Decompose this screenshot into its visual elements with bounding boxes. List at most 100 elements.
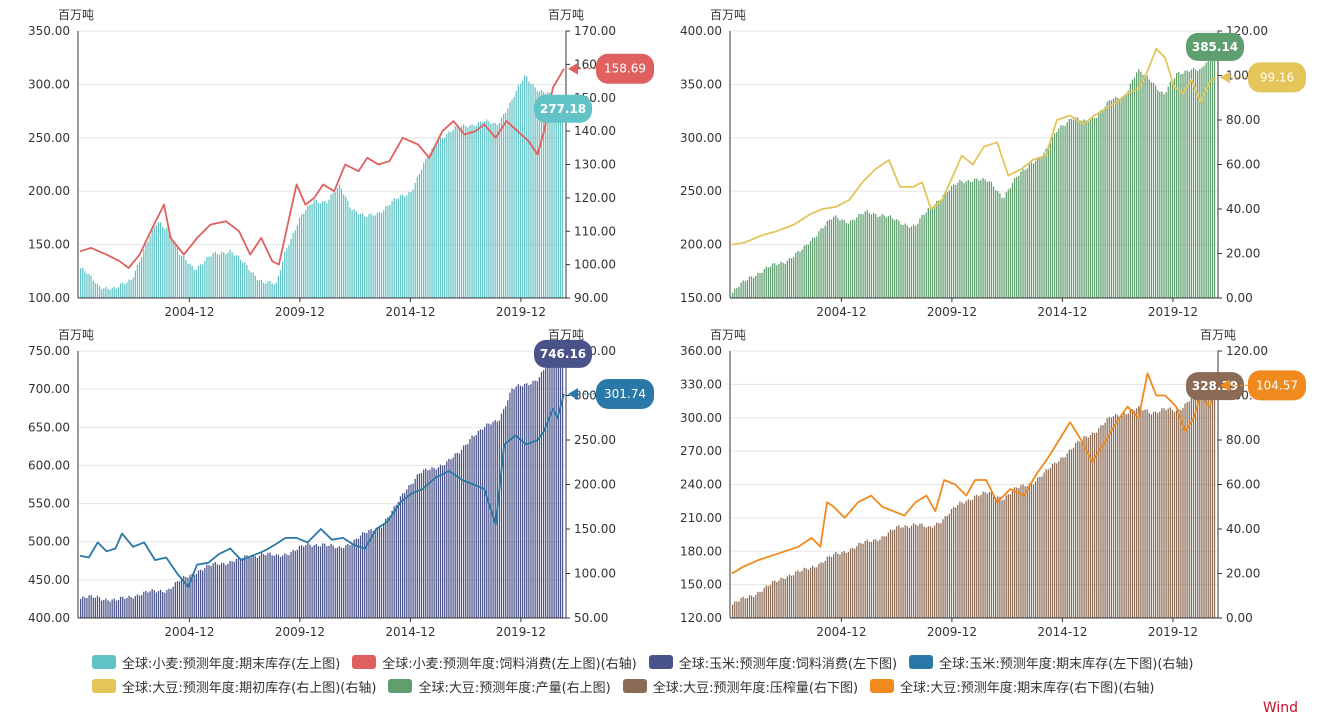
bar: [149, 591, 151, 618]
bar: [82, 267, 84, 298]
legend-item[interactable]: 全球:大豆:预测年度:压榨量(右下图): [622, 674, 858, 698]
bar: [769, 266, 772, 298]
bar: [515, 90, 517, 298]
bar: [309, 204, 311, 298]
bar: [902, 224, 904, 298]
bar: [1203, 66, 1205, 299]
bar: [1114, 96, 1117, 298]
bar: [326, 203, 328, 298]
legend-item[interactable]: 全球:小麦:预测年度:期末库存(左上图): [92, 650, 340, 674]
bar: [277, 275, 280, 298]
bar: [366, 532, 368, 618]
chart-panel-top-left: 350.00 300.00 250.00 200.00 150.00 100.00 170.…: [28, 8, 654, 319]
bar: [769, 584, 772, 618]
chart-panel-bottom-right: 360.00 330.00 300.00 270.00 240.00 210.00 180.…: [680, 328, 1306, 639]
bar: [1167, 408, 1169, 618]
bar: [252, 555, 254, 618]
bar: [401, 493, 404, 618]
bar: [416, 176, 418, 298]
bar: [359, 535, 362, 618]
bar: [917, 223, 919, 298]
bar: [1182, 407, 1184, 618]
bar: [1169, 81, 1171, 299]
bar: [1121, 96, 1123, 298]
bar-callout-value: 385.14: [1192, 40, 1238, 54]
legend-item[interactable]: 全球:大豆:预测年度:期初库存(右上图)(右轴): [92, 674, 376, 698]
bar: [969, 181, 972, 298]
bar: [246, 265, 248, 298]
y-left-tick-label: 250.00: [28, 131, 70, 145]
bar: [1131, 79, 1134, 298]
bar: [807, 569, 810, 618]
bar: [1098, 428, 1100, 618]
bar: [967, 180, 969, 298]
bar: [1123, 95, 1125, 298]
bar: [505, 406, 507, 618]
bar: [837, 218, 839, 298]
bar: [1001, 500, 1003, 618]
bar: [132, 277, 134, 298]
y-left-tick-label: 300.00: [680, 411, 722, 425]
bar: [374, 530, 376, 618]
bar: [313, 200, 315, 298]
legend-item[interactable]: 全球:玉米:预测年度:饲料消费(左下图): [648, 650, 897, 674]
bar: [944, 191, 946, 298]
bar: [872, 213, 875, 298]
x-tick-label: 2004-12: [816, 625, 866, 639]
bar: [1161, 91, 1163, 298]
y-left-tick-label: 270.00: [680, 444, 722, 458]
bar: [439, 137, 442, 298]
bar: [296, 549, 299, 618]
bar: [955, 507, 957, 618]
bar: [1016, 487, 1018, 618]
bar: [883, 536, 885, 618]
bar: [1154, 85, 1157, 299]
bar: [145, 590, 147, 618]
y-left-unit: 百万吨: [710, 328, 746, 342]
bar: [936, 200, 938, 298]
bar: [528, 385, 530, 618]
bar: [938, 523, 940, 618]
bar: [141, 595, 143, 618]
bar: [1209, 54, 1211, 299]
legend-item[interactable]: 全球:小麦:预测年度:饲料消费(左上图)(右轴): [352, 650, 637, 674]
bar: [767, 267, 770, 298]
bar: [1165, 410, 1167, 618]
bar: [742, 596, 744, 618]
legend-item[interactable]: 全球:大豆:预测年度:产量(右上图): [388, 674, 611, 698]
bar: [542, 91, 545, 298]
bar: [1058, 128, 1060, 298]
bar: [809, 241, 812, 298]
bar: [157, 590, 160, 618]
bar: [1205, 390, 1207, 618]
legend-item[interactable]: 全球:大豆:预测年度:期末库存(右下图)(右轴): [870, 674, 1154, 698]
line-callout-value: 301.74: [604, 387, 646, 401]
bar: [502, 408, 505, 618]
bar: [1024, 486, 1026, 618]
bar: [183, 575, 185, 618]
bar: [528, 81, 530, 298]
bar: [107, 600, 109, 618]
bar: [1051, 136, 1054, 298]
bar: [1169, 407, 1171, 618]
bar: [898, 220, 900, 298]
bar: [109, 601, 111, 618]
bar: [900, 224, 902, 298]
bar: [298, 218, 301, 298]
bar: [761, 272, 763, 298]
bar: [452, 457, 454, 618]
bar: [231, 561, 233, 618]
bar: [185, 259, 187, 298]
bar: [881, 214, 883, 298]
bar: [746, 597, 748, 618]
bar: [212, 253, 214, 298]
bar: [473, 436, 475, 618]
bar: [948, 190, 951, 298]
bar: [767, 586, 770, 618]
bar: [843, 551, 845, 618]
legend-item[interactable]: 全球:玉米:预测年度:期末库存(左下图)(右轴): [909, 650, 1193, 674]
bar: [380, 212, 383, 298]
bar: [961, 181, 963, 298]
bar: [1129, 83, 1131, 298]
bar: [559, 109, 562, 298]
